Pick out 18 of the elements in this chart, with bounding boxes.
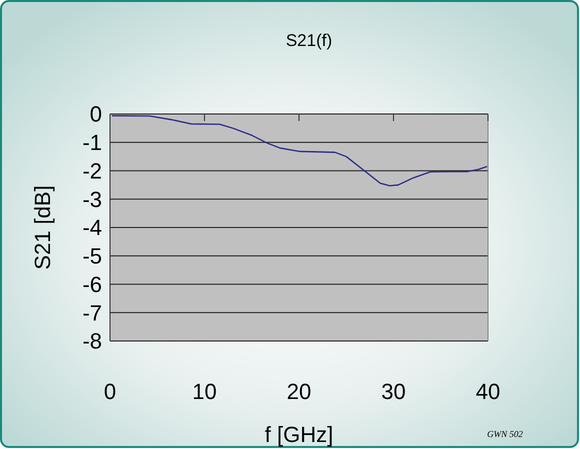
y-tick-label: -1 — [82, 130, 102, 156]
y-tick-label: -7 — [82, 300, 102, 326]
y-tick-label: -5 — [82, 244, 102, 269]
chart-title: S21(f) — [286, 31, 332, 50]
x-tick-label: 40 — [476, 379, 500, 404]
text: GWN 502 — [487, 429, 524, 439]
y-tick-label: -8 — [82, 328, 102, 354]
y-tick-label: 0 — [90, 102, 102, 127]
y-tick-label: -3 — [82, 186, 102, 212]
y-tick-label: -4 — [82, 215, 102, 240]
x-tick-label: 10 — [192, 379, 217, 404]
x-tick-label: 20 — [286, 379, 312, 404]
y-tick-label: -6 — [82, 272, 102, 297]
x-tick-label: 30 — [381, 379, 406, 404]
y-axis-title: S21 [dB] — [30, 185, 55, 270]
x-axis-title: f [GHz] — [264, 422, 334, 447]
line-series — [111, 115, 488, 186]
y-tick-label: -2 — [82, 158, 102, 184]
